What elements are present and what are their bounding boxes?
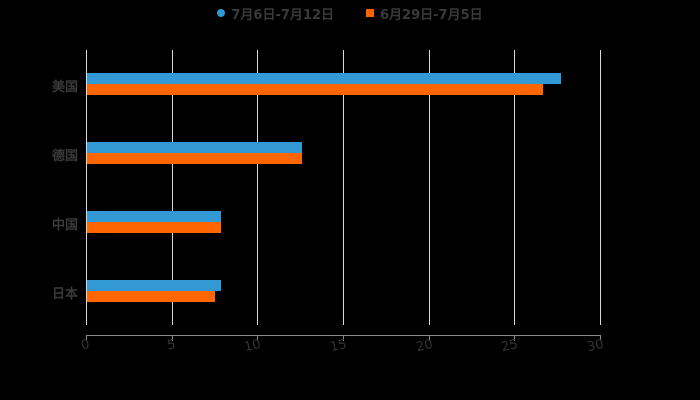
bar-series-1[interactable] bbox=[87, 211, 221, 222]
axis-tick bbox=[429, 335, 430, 341]
bar-series-1[interactable] bbox=[87, 280, 221, 291]
x-tick-label: 25 bbox=[499, 337, 520, 356]
circle-marker-icon bbox=[217, 9, 226, 17]
x-tick-label: 0 bbox=[79, 337, 92, 354]
x-tick-label: 15 bbox=[328, 337, 349, 356]
category-label: 德国 bbox=[51, 149, 78, 164]
legend-item-series-1[interactable]: 7月6日-7月12日 bbox=[217, 4, 334, 23]
legend-item-series-2[interactable]: 6月29日-7月5日 bbox=[366, 4, 483, 23]
category-label: 中国 bbox=[51, 218, 78, 233]
axis-tick bbox=[86, 335, 87, 341]
axis-tick bbox=[343, 335, 344, 341]
x-tick-label: 10 bbox=[242, 337, 263, 356]
bar-series-1[interactable] bbox=[87, 73, 561, 84]
bar-series-2[interactable] bbox=[87, 222, 221, 233]
legend-label: 6月29日-7月5日 bbox=[380, 7, 483, 23]
gridline bbox=[86, 50, 87, 325]
gridline bbox=[343, 50, 344, 325]
square-marker-icon bbox=[366, 9, 374, 17]
axis-tick bbox=[257, 335, 258, 341]
bar-series-2[interactable] bbox=[87, 153, 302, 164]
category-label: 美国 bbox=[51, 80, 78, 95]
axis-tick bbox=[600, 335, 601, 341]
bar-series-2[interactable] bbox=[87, 291, 215, 302]
chart-legend: 7月6日-7月12日 6月29日-7月5日 bbox=[0, 3, 700, 23]
bar-series-1[interactable] bbox=[87, 142, 302, 153]
category-label: 日本 bbox=[51, 287, 78, 302]
legend-label: 7月6日-7月12日 bbox=[231, 7, 334, 23]
gridline bbox=[514, 50, 515, 325]
gridline bbox=[257, 50, 258, 325]
gridline bbox=[600, 50, 601, 325]
x-tick-label: 30 bbox=[585, 337, 606, 356]
x-tick-label: 20 bbox=[414, 337, 435, 356]
bar-series-2[interactable] bbox=[87, 84, 543, 95]
x-axis-line bbox=[86, 335, 600, 336]
axis-tick bbox=[172, 335, 173, 341]
x-tick-label: 5 bbox=[165, 337, 178, 354]
axis-tick bbox=[514, 335, 515, 341]
gridline bbox=[429, 50, 430, 325]
gridline bbox=[172, 50, 173, 325]
